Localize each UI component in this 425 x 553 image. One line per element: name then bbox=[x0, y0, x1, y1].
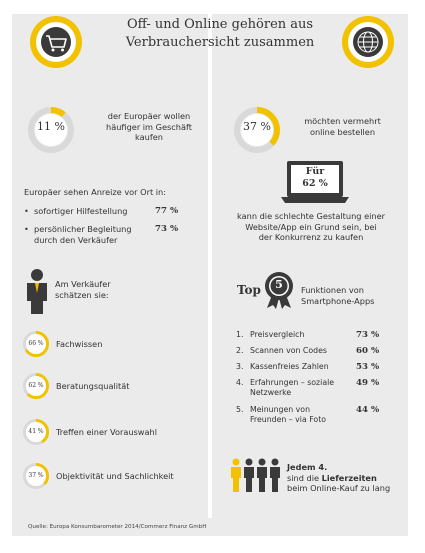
incentive-bullet-1: • bbox=[24, 206, 29, 216]
source-footer: Quelle: Europa Konsumbarometer 2014/Comm… bbox=[12, 518, 408, 536]
award-badge-icon bbox=[265, 272, 293, 309]
function-value-5: 44 % bbox=[356, 405, 380, 415]
delivery-text: Jedem 4. sind die Lieferzeiten beim Onli… bbox=[287, 462, 391, 493]
stat-text-store: der Europäer wollen häufiger im Geschäft k… bbox=[106, 111, 192, 142]
seller-ring-1 bbox=[23, 331, 49, 357]
function-num-5: 5. bbox=[236, 405, 244, 414]
right-panel bbox=[212, 14, 408, 518]
shopping-cart-icon bbox=[30, 16, 82, 68]
function-value-2: 60 % bbox=[356, 346, 380, 356]
incentives-title: Europäer sehen Anreize vor Ort in: bbox=[24, 187, 166, 197]
function-text-1: Preisvergleich bbox=[250, 330, 305, 339]
laptop-icon bbox=[281, 161, 349, 203]
stat-ring-online bbox=[234, 107, 280, 153]
top-number: 5 bbox=[275, 278, 283, 291]
top-label: Top bbox=[237, 283, 261, 297]
function-text-2: Scannen von Codes bbox=[250, 346, 327, 355]
function-text-4: Erfahrungen – soziale Netzwerke bbox=[250, 378, 335, 397]
page-title-line2: Verbrauchersicht zusammen bbox=[125, 35, 315, 50]
seller-item-1: Fachwissen bbox=[56, 339, 103, 349]
stat-text-online: möchten vermehrt online bestellen bbox=[304, 116, 381, 137]
incentive-value-1: 77 % bbox=[155, 206, 179, 216]
function-value-3: 53 % bbox=[356, 362, 380, 372]
seller-item-3: Treffen einer Vorauswahl bbox=[56, 427, 157, 437]
function-num-3: 3. bbox=[236, 362, 244, 371]
top-text: Funktionen von Smartphone-Apps bbox=[301, 285, 375, 306]
incentive-text-1: sofortiger Hilfestellung bbox=[34, 206, 128, 216]
page-title-line1: Off- und Online gehören aus bbox=[126, 17, 314, 32]
person-icon bbox=[27, 269, 47, 314]
seller-item-4: Objektivität und Sachlichkeit bbox=[56, 471, 174, 481]
seller-ring-2 bbox=[23, 373, 49, 399]
function-value-1: 73 % bbox=[356, 330, 380, 340]
seller-ring-3 bbox=[23, 419, 49, 445]
incentive-value-2: 73 % bbox=[155, 224, 179, 234]
stat-label-store: 11 % bbox=[37, 120, 65, 133]
seller-value-3: 41 % bbox=[28, 428, 44, 435]
incentive-bullet-2: • bbox=[24, 224, 29, 234]
function-num-1: 1. bbox=[236, 330, 244, 339]
function-text-5: Meinungen von Freunden – via Foto bbox=[250, 405, 327, 424]
seller-value-4: 37 % bbox=[28, 472, 44, 479]
function-num-2: 2. bbox=[236, 346, 244, 355]
function-num-4: 4. bbox=[236, 378, 244, 387]
seller-value-1: 66 % bbox=[28, 340, 44, 347]
globe-icon bbox=[342, 16, 394, 68]
laptop-text: kann die schlechte Gestaltung einer Websi… bbox=[237, 211, 385, 242]
seller-ring-4 bbox=[23, 463, 49, 489]
stat-ring-europeans-store bbox=[28, 107, 74, 153]
seller-item-2: Beratungsqualität bbox=[56, 381, 130, 391]
seller-value-2: 62 % bbox=[28, 382, 44, 389]
function-text-3: Kassenfreies Zahlen bbox=[250, 362, 329, 371]
function-value-4: 49 % bbox=[356, 378, 380, 388]
seller-text: Am Verkäufer schätzen sie: bbox=[55, 279, 111, 300]
incentive-text-2: persönlicher Begleitung durch den Verkäuf… bbox=[34, 224, 132, 245]
laptop-percent: Für 62 % bbox=[302, 166, 328, 189]
people-icon bbox=[231, 458, 280, 492]
stat-label-online: 37 % bbox=[243, 120, 271, 133]
